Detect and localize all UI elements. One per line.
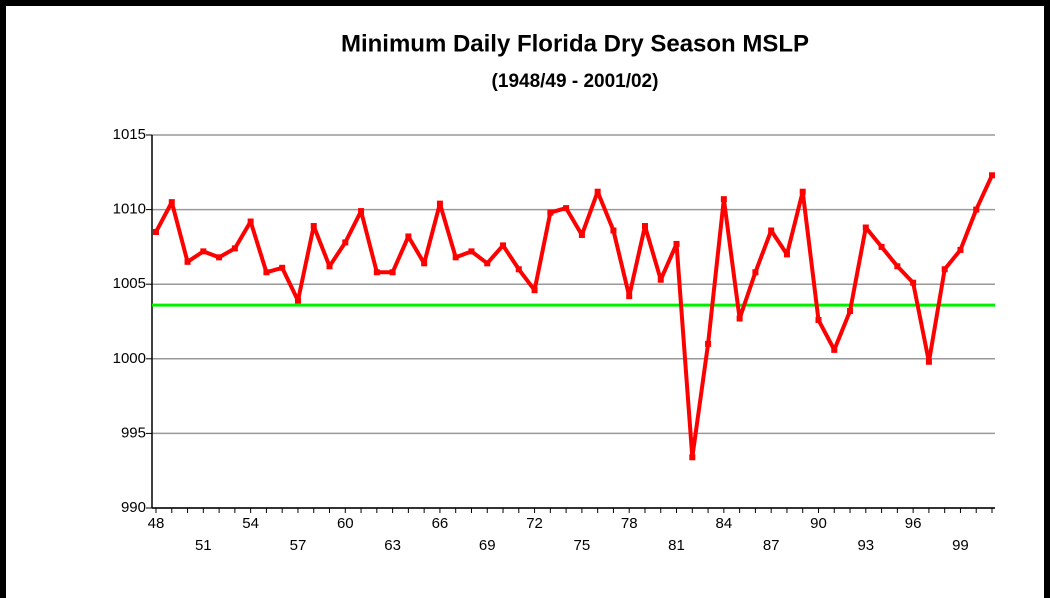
x-tick-label: 87 [763,537,780,554]
y-tick-label: 1015 [113,126,146,143]
data-point [641,223,648,230]
x-tick-label: 66 [432,515,449,532]
data-point [373,269,380,276]
data-point [705,340,712,347]
y-tick-label: 1000 [113,350,146,367]
data-point [594,188,601,195]
data-point [452,254,459,261]
data-point [184,258,191,265]
y-tick-label: 1010 [113,201,146,218]
data-point [515,266,522,273]
data-point [500,242,507,249]
x-tick-label: 78 [621,515,638,532]
data-point [200,248,207,255]
data-point [326,263,333,270]
y-tick-label: 995 [121,424,146,441]
data-point [799,188,806,195]
x-tick-label: 57 [290,537,307,554]
data-point [768,227,775,234]
data-point [610,227,617,234]
data-point [531,287,538,294]
data-point [973,206,980,213]
data-point [342,239,349,246]
chart-title: Minimum Daily Florida Dry Season MSLP [341,30,809,57]
data-point [231,245,238,252]
data-line [154,174,994,460]
chart-subtitle: (1948/49 - 2001/02) [492,71,659,92]
data-point [815,317,822,324]
y-tick-label: 990 [121,499,146,516]
x-tick-label: 60 [337,515,354,532]
data-point [263,269,270,276]
data-point [831,346,838,353]
data-point [247,218,254,225]
data-point [547,209,554,216]
data-point [421,260,428,267]
x-tick-label: 72 [526,515,543,532]
data-point [925,358,932,365]
data-point [910,279,917,286]
x-tick-label: 90 [810,515,827,532]
data-point [358,208,365,215]
data-point [783,251,790,258]
data-point [153,228,159,235]
data-point [626,293,633,300]
data-point [941,266,948,273]
data-point [720,196,727,203]
x-tick-label: 54 [242,515,259,532]
data-point [279,264,286,271]
data-point [310,223,317,230]
data-point [689,454,696,461]
data-point [168,199,175,206]
data-point [862,224,869,231]
data-point [878,243,885,250]
x-tick-label: 69 [479,537,496,554]
data-point [657,276,664,283]
data-point [957,246,964,253]
x-tick-label: 81 [668,537,685,554]
data-point [294,297,301,304]
data-point [563,205,570,212]
data-point [468,248,475,255]
x-tick-label: 99 [952,537,969,554]
x-tick-label: 51 [195,537,212,554]
data-point [989,172,995,179]
data-point [578,231,585,238]
y-tick-label: 1005 [113,275,146,292]
data-point [894,263,901,270]
x-tick-label: 96 [905,515,922,532]
x-tick-label: 93 [857,537,874,554]
x-tick-label: 75 [574,537,591,554]
data-point [405,233,412,240]
x-tick-label: 84 [716,515,733,532]
data-point [436,200,443,207]
data-point [484,260,491,267]
data-point [216,254,223,261]
data-point [847,308,854,315]
data-point [673,240,680,247]
x-tick-label: 63 [384,537,401,554]
data-point [389,269,396,276]
data-point [736,315,743,322]
data-point [752,269,759,276]
x-tick-label: 48 [148,515,165,532]
